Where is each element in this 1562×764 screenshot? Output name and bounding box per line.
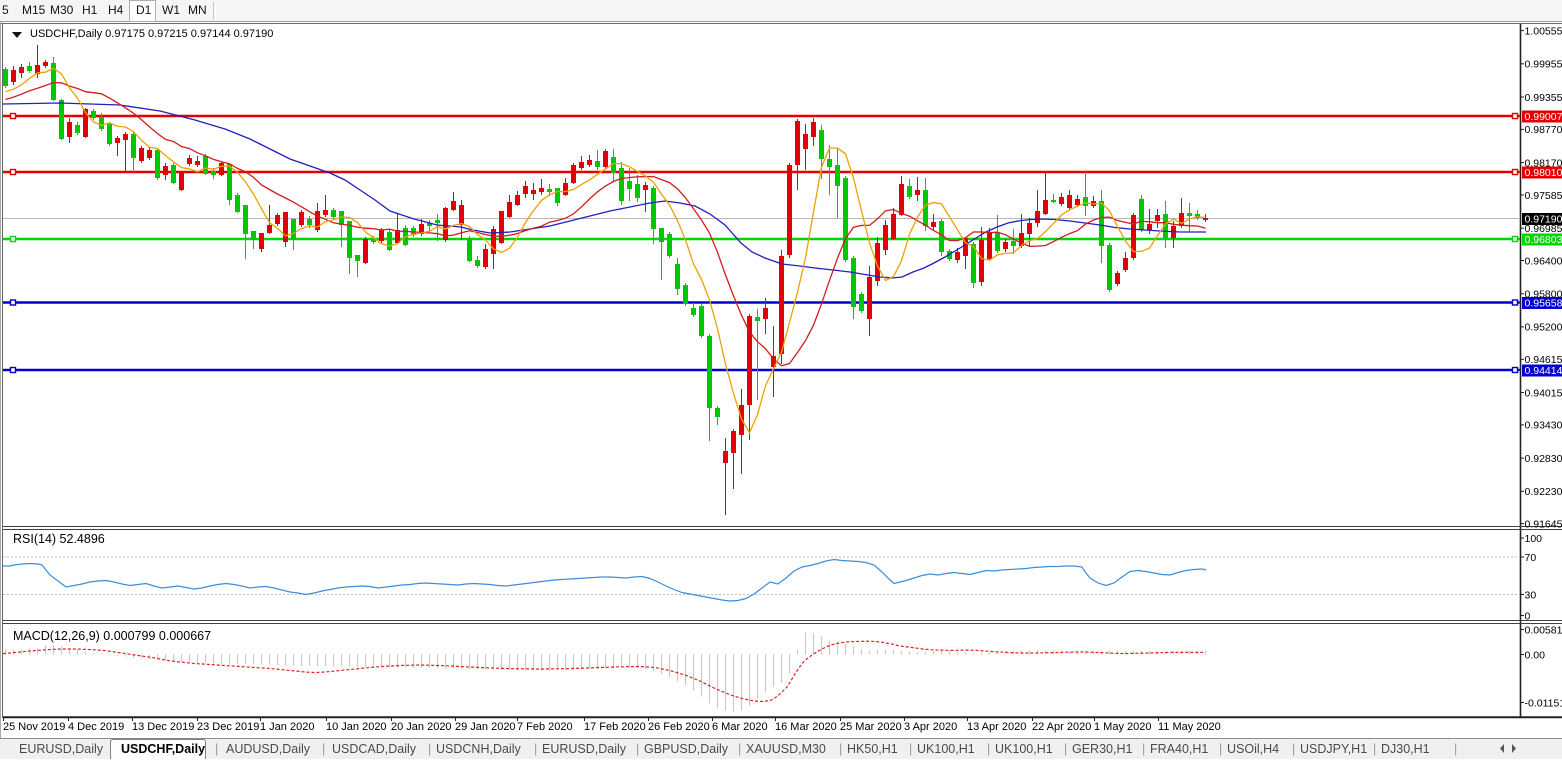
svg-text:10 Jan 2020: 10 Jan 2020 [326,721,387,733]
svg-text:7 Feb 2020: 7 Feb 2020 [517,721,573,733]
svg-text:HK50,H1: HK50,H1 [847,742,898,756]
svg-text:0.98770: 0.98770 [1525,124,1562,136]
svg-text:|: | [534,742,537,756]
svg-text:0.00: 0.00 [1525,649,1546,661]
svg-text:|: | [909,742,912,756]
svg-text:0.95658: 0.95658 [1525,297,1562,309]
svg-text:DJ30,H1: DJ30,H1 [1381,742,1430,756]
svg-text:H1: H1 [82,3,98,17]
svg-text:M30: M30 [50,3,74,17]
svg-text:1.00555: 1.00555 [1525,25,1562,37]
svg-text:FRA40,H1: FRA40,H1 [1150,742,1208,756]
svg-text:0.97585: 0.97585 [1525,190,1562,202]
svg-text:0.99007: 0.99007 [1525,111,1562,123]
svg-text:5: 5 [2,3,9,17]
svg-text:26 Feb 2020: 26 Feb 2020 [648,721,710,733]
svg-text:0.98010: 0.98010 [1525,167,1562,179]
svg-text:|: | [322,742,325,756]
svg-text:0.94015: 0.94015 [1525,387,1562,399]
svg-text:|: | [1142,742,1145,756]
svg-text:0.92830: 0.92830 [1525,453,1562,465]
svg-text:EURUSD,Daily: EURUSD,Daily [542,742,627,756]
svg-text:0.005818: 0.005818 [1525,624,1562,636]
svg-text:-0.011514: -0.011514 [1525,697,1562,709]
svg-text:23 Dec 2019: 23 Dec 2019 [197,721,259,733]
svg-text:W1: W1 [162,3,180,17]
svg-text:GER30,H1: GER30,H1 [1072,742,1132,756]
svg-text:20 Jan 2020: 20 Jan 2020 [391,721,452,733]
svg-text:USOil,H4: USOil,H4 [1227,742,1279,756]
svg-text:|: | [636,742,639,756]
svg-text:22 Apr 2020: 22 Apr 2020 [1032,721,1091,733]
svg-text:|: | [1373,742,1376,756]
svg-text:|: | [428,742,431,756]
svg-text:MN: MN [188,3,207,17]
svg-text:70: 70 [1525,552,1537,564]
svg-text:USDCNH,Daily: USDCNH,Daily [436,742,521,756]
svg-text:1 Jan 2020: 1 Jan 2020 [260,721,314,733]
svg-text:0.96400: 0.96400 [1525,255,1562,267]
svg-text:|: | [987,742,990,756]
svg-text:29 Jan 2020: 29 Jan 2020 [455,721,516,733]
svg-text:XAUUSD,M30: XAUUSD,M30 [746,742,826,756]
svg-text:0.99355: 0.99355 [1525,92,1562,104]
svg-text:|: | [1454,742,1457,756]
svg-text:0.94414: 0.94414 [1525,365,1562,377]
svg-text:30: 30 [1525,589,1537,601]
svg-text:0.99955: 0.99955 [1525,59,1562,71]
svg-text:0.92230: 0.92230 [1525,486,1562,498]
svg-text:1 May 2020: 1 May 2020 [1094,721,1151,733]
svg-text:USDCHF,Daily: USDCHF,Daily [121,742,205,756]
svg-text:0: 0 [1525,610,1531,622]
svg-text:0.91645: 0.91645 [1525,518,1562,530]
svg-text:17 Feb 2020: 17 Feb 2020 [584,721,646,733]
svg-text:11 May 2020: 11 May 2020 [1158,721,1221,733]
svg-text:0.95200: 0.95200 [1525,322,1562,334]
svg-text:|: | [1064,742,1067,756]
svg-text:100: 100 [1525,533,1543,545]
svg-text:UK100,H1: UK100,H1 [995,742,1053,756]
svg-text:USDJPY,H1: USDJPY,H1 [1300,742,1367,756]
svg-text:0.97190: 0.97190 [1525,213,1562,225]
svg-text:|: | [1219,742,1222,756]
svg-text:25 Nov 2019: 25 Nov 2019 [3,721,65,733]
svg-text:H4: H4 [108,3,124,17]
svg-text:13 Dec 2019: 13 Dec 2019 [132,721,194,733]
svg-text:UK100,H1: UK100,H1 [917,742,975,756]
svg-text:USDCAD,Daily: USDCAD,Daily [332,742,417,756]
svg-text:13 Apr 2020: 13 Apr 2020 [967,721,1026,733]
svg-text:16 Mar 2020: 16 Mar 2020 [775,721,837,733]
svg-text:|: | [215,742,218,756]
svg-text:6 Mar 2020: 6 Mar 2020 [712,721,768,733]
svg-text:0.93430: 0.93430 [1525,420,1562,432]
svg-text:25 Mar 2020: 25 Mar 2020 [840,721,902,733]
svg-text:4 Dec 2019: 4 Dec 2019 [68,721,124,733]
svg-text:|: | [738,742,741,756]
svg-text:|: | [839,742,842,756]
svg-text:GBPUSD,Daily: GBPUSD,Daily [644,742,729,756]
svg-text:|: | [1292,742,1295,756]
svg-text:RSI(14) 52.4896: RSI(14) 52.4896 [13,532,105,546]
svg-text:MACD(12,26,9) 0.000799 0.00066: MACD(12,26,9) 0.000799 0.000667 [13,629,211,643]
svg-text:EURUSD,Daily: EURUSD,Daily [19,742,104,756]
svg-text:0.96803: 0.96803 [1525,234,1562,246]
svg-text:AUDUSD,Daily: AUDUSD,Daily [226,742,311,756]
svg-text:USDCHF,Daily 0.97175 0.97215: USDCHF,Daily 0.97175 0.97215 0.97144 0.9… [30,28,273,40]
svg-text:M15: M15 [22,3,46,17]
svg-text:3 Apr 2020: 3 Apr 2020 [904,721,957,733]
svg-text:D1: D1 [136,3,152,17]
